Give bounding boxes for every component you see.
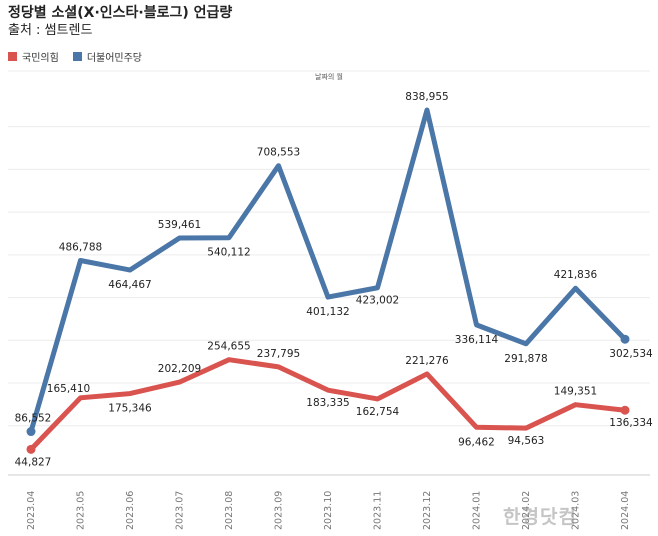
data-label: 401,132 [306, 306, 349, 318]
x-tick-label: 2023.06 [125, 491, 136, 530]
data-label: 302,534 [609, 348, 653, 360]
x-tick-label: 2023.05 [76, 491, 87, 530]
data-label: 254,655 [207, 341, 250, 353]
data-point [620, 334, 630, 344]
x-tick-label: 2023.09 [274, 491, 285, 530]
data-label: 96,462 [458, 436, 495, 448]
x-axis-title: 날짜의 월 [315, 72, 343, 81]
data-label: 175,346 [108, 403, 152, 415]
data-label: 165,410 [47, 383, 90, 395]
data-label: 86,552 [15, 413, 52, 425]
data-label: 423,002 [356, 295, 399, 307]
data-label: 149,351 [554, 386, 597, 398]
data-label: 539,461 [158, 219, 201, 231]
x-tick-label: 2024.04 [620, 491, 631, 530]
data-point [26, 427, 36, 437]
x-tick-label: 2023.04 [26, 491, 37, 530]
x-tick-label: 2023.12 [422, 491, 433, 530]
x-tick-label: 2024.03 [571, 491, 582, 530]
chart-source: 출처 : 썸트렌드 [8, 23, 93, 38]
legend-label-ppp: 국민의힘 [22, 53, 59, 64]
data-label: 136,334 [609, 417, 653, 429]
watermark: 한경닷컴 [503, 506, 577, 528]
data-label: 838,955 [405, 91, 448, 103]
data-label: 336,114 [455, 334, 499, 346]
data-label: 464,467 [108, 279, 151, 291]
data-label: 540,112 [207, 247, 250, 259]
data-label: 183,335 [306, 397, 349, 409]
chart-header: 정당별 소셜(X·인스타·블로그) 언급량 출처 : 썸트렌드 [8, 4, 232, 40]
x-tick-label: 2023.08 [224, 491, 235, 530]
series-line-dp [28, 107, 628, 435]
data-label: 162,754 [356, 406, 400, 418]
legend-label-dp: 더불어민주당 [86, 53, 143, 64]
data-label: 421,836 [554, 269, 598, 281]
data-label: 221,276 [405, 355, 449, 367]
legend-swatch-dp [72, 52, 82, 61]
x-tick-label: 2023.10 [323, 491, 334, 530]
data-point [26, 444, 36, 454]
legend-item-dp: 더불어민주당 [72, 49, 143, 64]
data-point [620, 405, 630, 415]
x-tick-label: 2023.11 [373, 491, 384, 530]
x-tick-label: 2023.07 [175, 491, 186, 530]
legend-swatch-ppp [8, 52, 17, 61]
series-line-ppp [28, 357, 628, 452]
data-label: 94,563 [508, 435, 545, 447]
x-tick-label: 2024.02 [521, 491, 532, 530]
legend: 국민의힘 더불어민주당 [8, 49, 142, 64]
data-label: 291,878 [504, 353, 547, 365]
legend-item-ppp: 국민의힘 [8, 49, 59, 64]
data-label: 44,827 [15, 456, 52, 468]
chart-title: 정당별 소셜(X·인스타·블로그) 언급량 [8, 5, 233, 21]
data-label: 202,209 [158, 363, 201, 375]
data-label: 486,788 [59, 241, 102, 253]
data-label: 708,553 [257, 147, 300, 159]
data-label: 237,795 [257, 348, 300, 360]
x-tick-label: 2024.01 [472, 491, 483, 530]
